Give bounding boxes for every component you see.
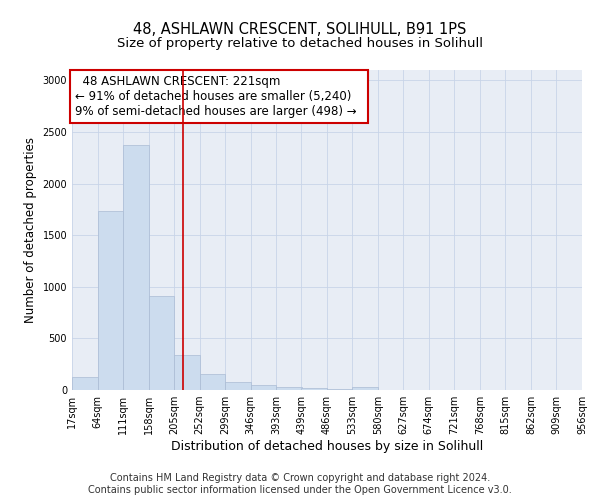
Bar [174,355,200,390]
Bar [149,296,174,390]
Text: 48 ASHLAWN CRESCENT: 221sqm
← 91% of detached houses are smaller (5,240)
9% of s: 48 ASHLAWN CRESCENT: 221sqm ← 91% of det… [74,75,364,118]
Bar [225,382,251,390]
X-axis label: Distribution of detached houses by size in Solihull: Distribution of detached houses by size … [171,440,483,453]
Bar [251,386,276,390]
Bar [301,388,327,390]
Bar [123,146,149,390]
Bar [276,387,302,390]
Text: Size of property relative to detached houses in Solihull: Size of property relative to detached ho… [117,38,483,51]
Bar [200,374,225,390]
Text: Contains HM Land Registry data © Crown copyright and database right 2024.
Contai: Contains HM Land Registry data © Crown c… [88,474,512,495]
Text: 48, ASHLAWN CRESCENT, SOLIHULL, B91 1PS: 48, ASHLAWN CRESCENT, SOLIHULL, B91 1PS [133,22,467,38]
Bar [352,387,378,390]
Bar [72,376,98,390]
Y-axis label: Number of detached properties: Number of detached properties [24,137,37,323]
Bar [98,212,123,390]
